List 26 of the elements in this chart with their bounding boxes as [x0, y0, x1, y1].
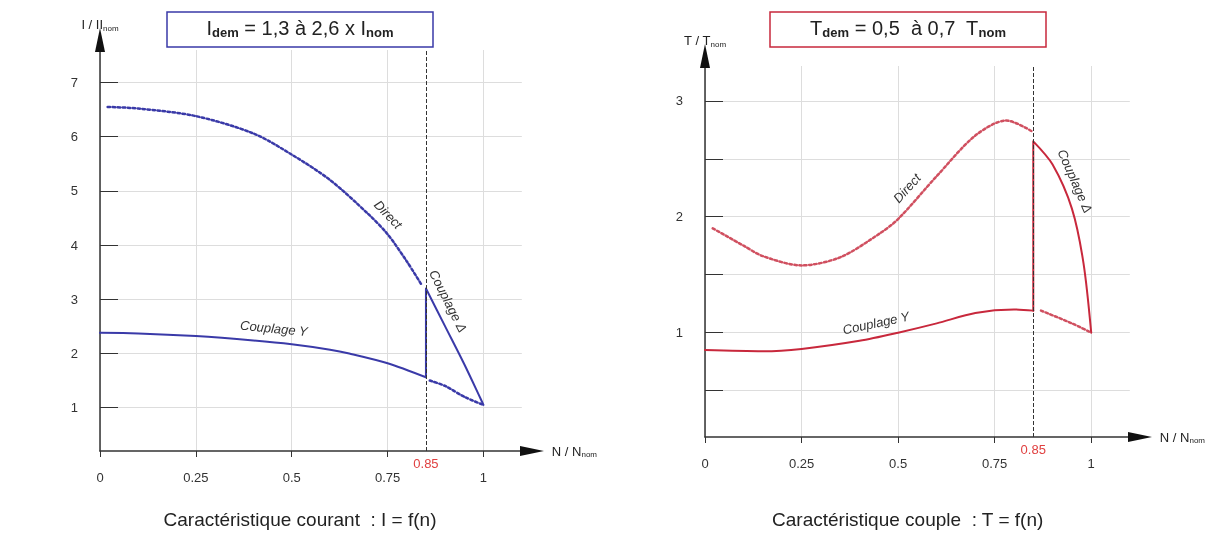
x-tick-label: 1 [479, 470, 488, 485]
text: Caractéristique couple : T = f(n) [772, 509, 1044, 530]
y-tick-label: 5 [70, 183, 78, 199]
x-tick-label: 0.25 [183, 470, 209, 485]
ref-line-label: 0.85 [1020, 442, 1046, 457]
y-tick-label: 4 [70, 237, 78, 253]
text: Couplage Y [841, 308, 912, 338]
x-tick-label: 0.25 [788, 456, 815, 471]
y-tick-label: 1 [675, 325, 683, 341]
y-tick-label: 2 [70, 345, 78, 361]
x-tick-label: 0.5 [282, 470, 301, 485]
x-tick-label: 0 [96, 470, 104, 485]
y-tick-label: 1 [70, 400, 78, 416]
x-tick-label: 0.75 [982, 456, 1008, 471]
y-tick-label: 3 [675, 93, 683, 109]
x-tick-label: 0.75 [374, 470, 401, 485]
x-tick-label: 0.5 [889, 456, 908, 471]
ref-line-label: 0.85 [413, 456, 439, 471]
y-tick-label: 2 [675, 209, 683, 225]
x-tick-label: 0 [701, 456, 709, 471]
y-tick-label: 6 [70, 129, 78, 145]
text: Couplage Y [239, 317, 310, 340]
text: Caractéristique courant : I = f(n) [163, 509, 437, 530]
x-tick-label: 1 [1087, 456, 1095, 471]
y-tick-label: 3 [70, 291, 78, 307]
y-tick-label: 7 [70, 75, 78, 91]
